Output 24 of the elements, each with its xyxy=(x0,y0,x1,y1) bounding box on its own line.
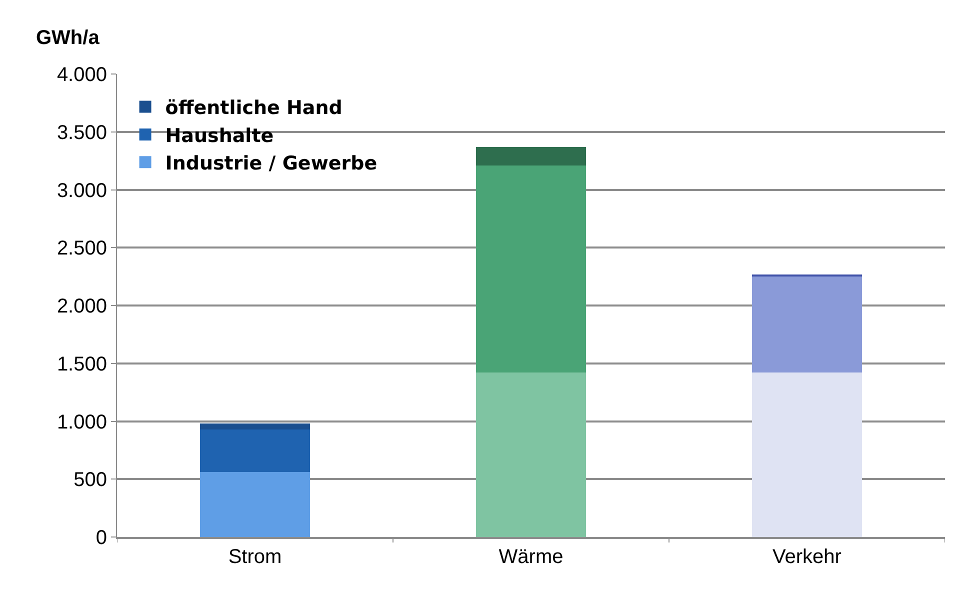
bar xyxy=(200,424,310,430)
bar xyxy=(476,372,586,537)
legend-label: öffentliche Hand xyxy=(165,97,342,120)
y-tick-label: 1.000 xyxy=(56,411,107,434)
y-tick-label: 1.500 xyxy=(56,353,107,376)
bar xyxy=(200,472,310,537)
y-tick-label: 500 xyxy=(74,469,107,492)
bar xyxy=(476,165,586,373)
bar xyxy=(476,146,586,166)
bar xyxy=(200,429,310,472)
y-tick-label: 0 xyxy=(96,527,107,549)
y-tick-label: 3.000 xyxy=(56,180,107,202)
legend-label: Industrie / Gewerbe xyxy=(165,152,378,175)
y-tick-label: 2.000 xyxy=(56,296,107,318)
y-axis-title: GWh/a xyxy=(36,27,100,49)
y-tick-label: 4.000 xyxy=(56,64,107,86)
bar xyxy=(752,372,862,537)
legend-label: Haushalte xyxy=(165,124,274,147)
y-tick-label: 2.500 xyxy=(56,238,107,260)
y-tick-label: 3.500 xyxy=(56,122,107,144)
x-tick-label: Verkehr xyxy=(772,546,842,568)
x-tick-label: Wärme xyxy=(498,546,564,568)
x-tick-label: Strom xyxy=(228,546,282,568)
bar xyxy=(752,276,862,373)
